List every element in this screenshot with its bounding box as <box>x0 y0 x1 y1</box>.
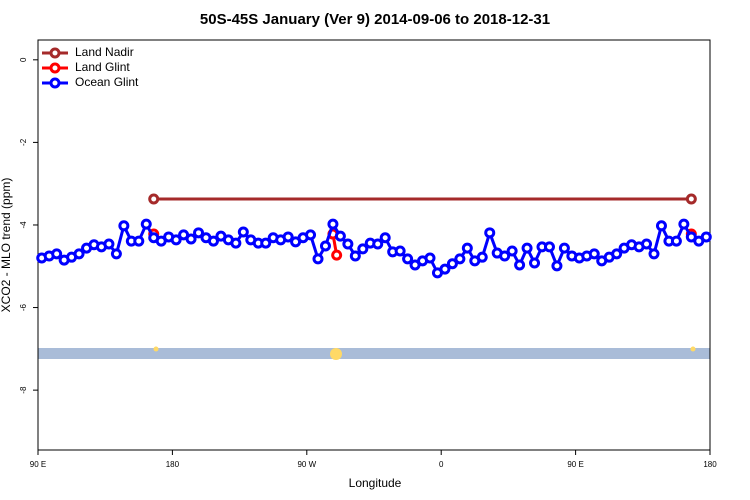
data-point <box>529 257 541 269</box>
data-point <box>611 248 623 260</box>
data-point <box>312 253 324 265</box>
data-point <box>148 193 160 205</box>
data-point <box>193 227 205 239</box>
coverage-blob <box>153 346 159 352</box>
data-point <box>454 253 466 265</box>
data-point <box>588 248 600 260</box>
y-tick-label: 0 <box>19 57 28 62</box>
y-tick-label: -4 <box>19 221 28 229</box>
data-point <box>230 237 242 249</box>
data-point <box>185 233 197 245</box>
data-point <box>327 218 339 230</box>
data-point <box>476 251 488 263</box>
data-point <box>394 245 406 257</box>
data-point <box>103 238 115 250</box>
coverage-blob <box>690 346 696 352</box>
chart-title: 50S-45S January (Ver 9) 2014-09-06 to 20… <box>200 11 550 28</box>
y-tick-label: -8 <box>19 386 28 394</box>
series-line <box>41 222 707 275</box>
legend-marker <box>49 47 61 59</box>
data-point <box>484 227 496 239</box>
data-point <box>170 234 182 246</box>
x-tick-label: 0 <box>439 460 444 469</box>
legend-marker <box>49 77 61 89</box>
data-point <box>51 248 63 260</box>
legend-label: Land Nadir <box>75 45 134 59</box>
data-point <box>543 241 555 253</box>
coverage-band <box>38 348 710 359</box>
data-point <box>334 230 346 242</box>
data-point <box>133 235 145 247</box>
data-point <box>349 250 361 262</box>
y-axis-label: XCO2 - MLO trend (ppm) <box>0 178 13 313</box>
data-point <box>446 258 458 270</box>
data-point <box>207 235 219 247</box>
y-tick-label: -2 <box>19 138 28 146</box>
x-tick-label: 180 <box>703 460 717 469</box>
x-tick-label: 90 W <box>297 460 316 469</box>
data-point <box>305 229 317 241</box>
data-point <box>73 248 85 260</box>
data-point <box>678 218 690 230</box>
coverage-blob <box>330 348 342 360</box>
x-tick-label: 90 E <box>30 460 46 469</box>
data-point <box>319 240 331 252</box>
legend-marker <box>49 62 61 74</box>
data-point <box>357 243 369 255</box>
legend-label: Ocean Glint <box>75 75 139 89</box>
data-point <box>641 238 653 250</box>
legend-label: Land Glint <box>75 60 130 74</box>
x-axis-label: Longitude <box>349 476 402 490</box>
data-point <box>260 237 272 249</box>
x-tick-label: 90 E <box>567 460 583 469</box>
data-point <box>558 242 570 254</box>
data-point <box>140 218 152 230</box>
y-tick-label: -6 <box>19 303 28 311</box>
data-point <box>514 259 526 271</box>
data-point <box>700 231 712 243</box>
data-point <box>402 253 414 265</box>
data-point <box>506 245 518 257</box>
data-point <box>379 232 391 244</box>
x-tick-label: 180 <box>166 460 180 469</box>
data-point <box>648 248 660 260</box>
data-point <box>282 231 294 243</box>
data-point <box>521 242 533 254</box>
data-point <box>110 248 122 260</box>
data-point <box>439 263 451 275</box>
data-point <box>499 250 511 262</box>
data-point <box>237 226 249 238</box>
data-point <box>118 220 130 232</box>
data-point <box>331 249 343 261</box>
data-point <box>655 220 667 232</box>
data-point <box>670 235 682 247</box>
data-point <box>551 260 563 272</box>
data-point <box>342 238 354 250</box>
data-point <box>372 238 384 250</box>
plot-frame <box>37 39 711 451</box>
data-point <box>461 242 473 254</box>
data-point <box>424 252 436 264</box>
data-point <box>685 193 697 205</box>
